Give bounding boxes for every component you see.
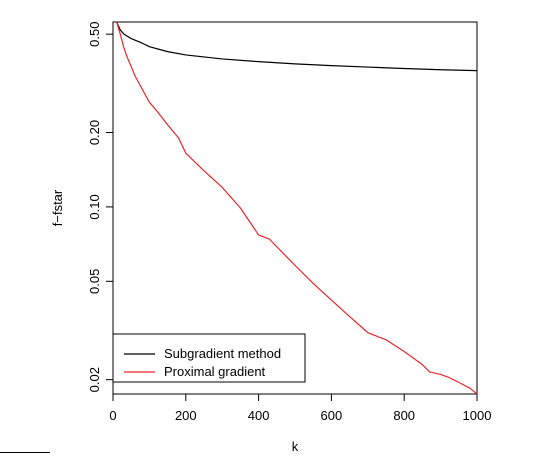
x-tick-label: 400 [248,408,270,423]
series-line-subgradient [116,22,477,72]
x-tick-label: 0 [109,408,116,423]
x-tick-label: 800 [393,408,415,423]
y-tick-label: 0.05 [87,269,102,294]
y-axis-label: f−fstar [50,189,65,226]
footer-rule [0,452,50,453]
y-axis: 0.02 0.05 0.10 0.20 0.50 [87,22,114,392]
legend: Subgradient method Proximal gradient [112,333,306,383]
series-layer [116,22,477,394]
y-tick-label: 0.50 [87,22,102,47]
legend-label-proximal: Proximal gradient [164,364,266,379]
y-tick-label: 0.20 [87,120,102,145]
x-tick-label: 600 [321,408,343,423]
x-axis-label: k [292,439,299,454]
legend-label-subgradient: Subgradient method [164,346,281,361]
x-axis: 0 200 400 600 800 1000 [109,393,492,423]
y-tick-label: 0.10 [87,194,102,219]
x-tick-label: 1000 [463,408,492,423]
y-tick-label: 0.02 [87,367,102,392]
x-tick-label: 200 [175,408,197,423]
legend-box [112,333,306,383]
series-line-proximal [116,22,477,394]
